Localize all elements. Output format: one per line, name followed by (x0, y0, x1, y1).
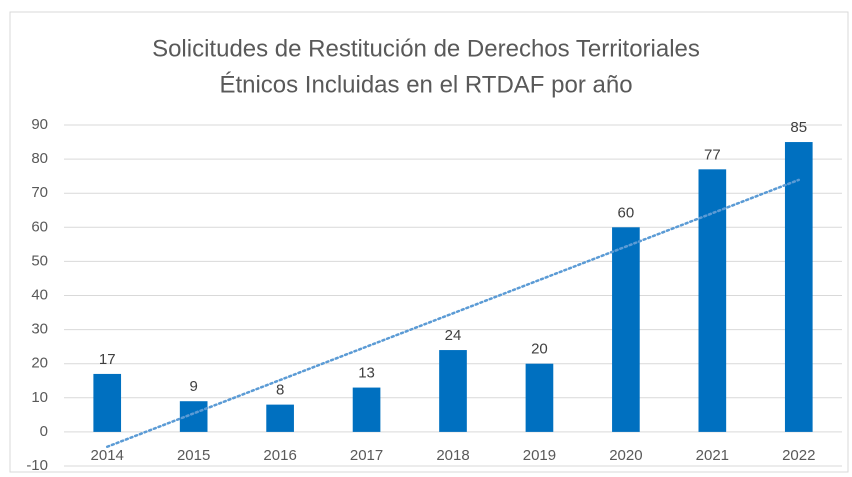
y-tick-label: 0 (40, 423, 48, 440)
y-tick-label: 60 (31, 218, 48, 235)
data-label: 24 (445, 327, 462, 344)
y-tick-label: 90 (31, 116, 48, 133)
y-tick-label: -10 (26, 457, 48, 474)
y-tick-label: 80 (31, 150, 48, 167)
y-tick-label: 40 (31, 286, 48, 303)
x-tick-label: 2018 (436, 447, 469, 464)
chart-title: Solicitudes de Restitución de Derechos T… (152, 35, 700, 62)
x-tick-label: 2022 (782, 447, 815, 464)
trendline (105, 178, 801, 449)
x-tick-label: 2016 (263, 447, 296, 464)
bar (612, 227, 640, 432)
data-label: 20 (531, 341, 548, 358)
y-tick-label: 10 (31, 389, 48, 406)
data-label: 60 (618, 204, 635, 221)
bar (352, 387, 381, 432)
data-label: 77 (704, 146, 721, 163)
x-tick-label: 2021 (696, 447, 729, 464)
x-tick-label: 2020 (609, 447, 642, 464)
x-tick-label: 2019 (523, 447, 556, 464)
y-tick-label: 50 (31, 252, 48, 269)
bar (93, 373, 122, 432)
y-tick-label: 70 (31, 184, 48, 201)
data-label: 9 (189, 378, 197, 395)
data-label: 13 (358, 365, 375, 382)
y-tick-label: 20 (31, 355, 48, 372)
bar (439, 350, 467, 432)
bar (698, 169, 727, 432)
data-label: 17 (99, 351, 116, 368)
bar (266, 404, 294, 432)
bar (784, 142, 813, 432)
bar (525, 363, 554, 432)
x-tick-label: 2017 (350, 447, 383, 464)
data-label: 85 (790, 119, 807, 136)
chart-title: Étnicos Incluidas en el RTDAF por año (219, 71, 632, 98)
y-tick-label: 30 (31, 321, 48, 338)
data-label: 8 (276, 382, 284, 399)
x-tick-label: 2014 (91, 447, 124, 464)
x-tick-label: 2015 (177, 447, 210, 464)
